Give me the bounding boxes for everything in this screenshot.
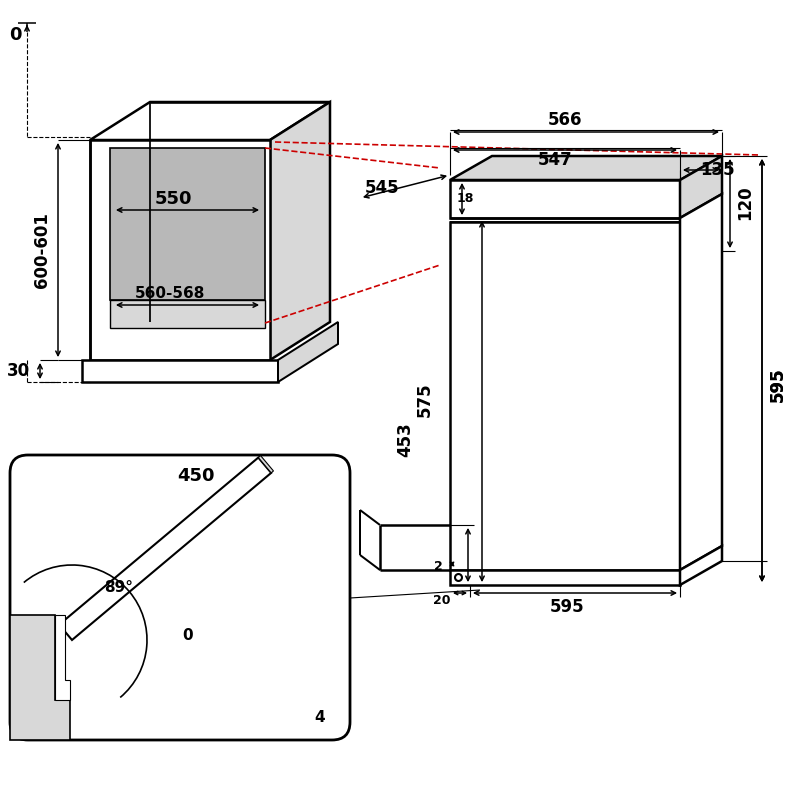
- Text: 30: 30: [6, 362, 30, 380]
- Text: 595: 595: [769, 368, 787, 402]
- FancyBboxPatch shape: [10, 455, 350, 740]
- Polygon shape: [258, 456, 274, 473]
- Polygon shape: [680, 194, 722, 570]
- Polygon shape: [450, 570, 680, 585]
- Text: 4: 4: [314, 710, 326, 726]
- Text: 600-601: 600-601: [33, 212, 51, 288]
- Text: 550: 550: [154, 190, 192, 208]
- Polygon shape: [82, 360, 278, 382]
- Text: 566: 566: [548, 111, 582, 129]
- Polygon shape: [59, 458, 271, 640]
- Polygon shape: [10, 615, 70, 740]
- Text: 20: 20: [434, 594, 450, 607]
- Text: 595: 595: [550, 598, 584, 616]
- Text: 89°: 89°: [104, 581, 133, 595]
- Polygon shape: [90, 140, 270, 360]
- Polygon shape: [680, 546, 722, 585]
- Text: 545: 545: [365, 179, 399, 197]
- Text: 547: 547: [538, 151, 572, 169]
- Text: 0: 0: [9, 26, 22, 44]
- Polygon shape: [110, 148, 265, 300]
- Polygon shape: [55, 615, 70, 700]
- Polygon shape: [110, 300, 265, 328]
- Text: 0: 0: [182, 627, 193, 642]
- Text: 575: 575: [416, 382, 434, 418]
- Polygon shape: [270, 102, 330, 360]
- Polygon shape: [90, 102, 330, 140]
- Polygon shape: [450, 222, 680, 570]
- Text: 560-568: 560-568: [135, 286, 205, 301]
- Text: 453: 453: [396, 422, 414, 458]
- Polygon shape: [680, 156, 722, 218]
- Text: 135: 135: [700, 161, 734, 179]
- Text: 595: 595: [769, 368, 787, 402]
- Text: 120: 120: [736, 186, 754, 220]
- Text: 18: 18: [456, 193, 474, 206]
- Polygon shape: [450, 156, 722, 180]
- Text: 450: 450: [178, 467, 214, 485]
- Polygon shape: [450, 180, 680, 218]
- Text: 2: 2: [434, 559, 442, 573]
- Polygon shape: [278, 322, 338, 382]
